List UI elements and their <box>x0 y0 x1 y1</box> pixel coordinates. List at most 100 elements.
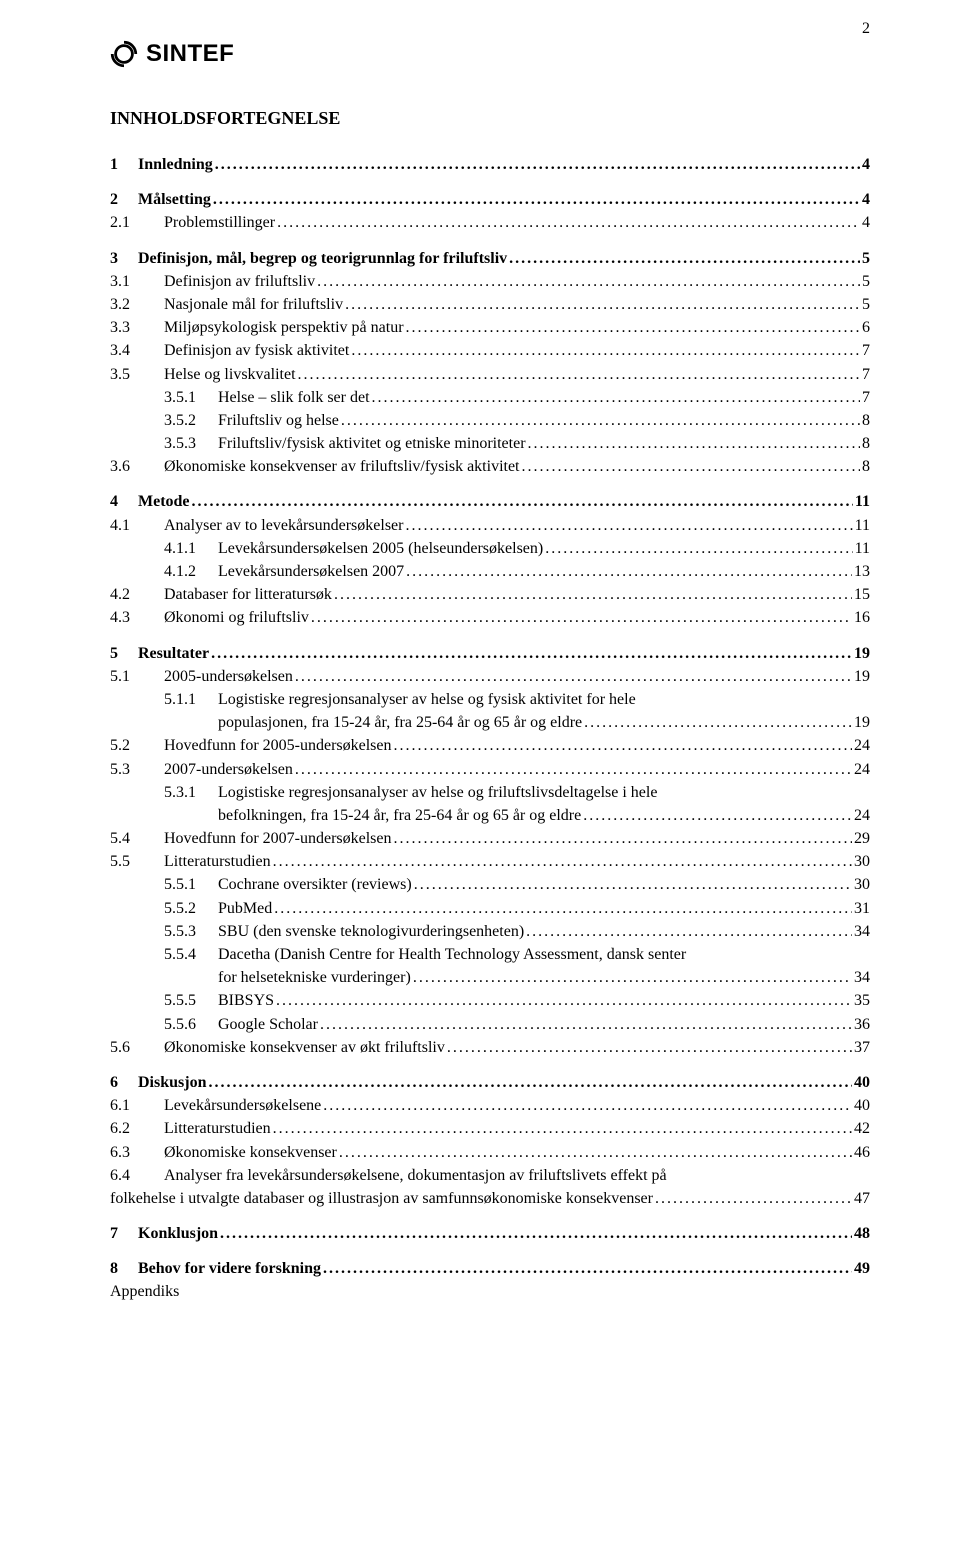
toc-entry-label: Levekårsundersøkelsen 2005 (helseundersø… <box>218 537 543 560</box>
toc-title: INNHOLDSFORTEGNELSE <box>110 108 870 129</box>
toc-leader: ........................................… <box>524 920 852 943</box>
toc-entry-number: 4.1 <box>110 514 164 537</box>
toc-leader: ........................................… <box>321 1257 852 1280</box>
toc-entry-label: Levekårsundersøkelsene <box>164 1094 321 1117</box>
toc-entry-number: 3.2 <box>110 293 164 316</box>
toc-leader: ........................................… <box>653 1187 852 1210</box>
toc-entry-page: 13 <box>852 560 870 583</box>
toc-entry-label: 2007-undersøkelsen <box>164 758 293 781</box>
toc-entry: 5.5.2PubMed.............................… <box>164 897 870 920</box>
toc-entry-label: Logistiske regresjonsanalyser av helse o… <box>218 781 657 804</box>
toc-entry-page: 30 <box>852 873 870 896</box>
toc-entry-number: 5.2 <box>110 734 164 757</box>
toc-entry-page: 11 <box>853 514 870 537</box>
toc-entry-page: 40 <box>852 1071 870 1094</box>
toc-entry: 5.5.4Dacetha (Danish Centre for Health T… <box>164 943 870 966</box>
toc-entry: 8Behov for videre forskning.............… <box>110 1257 870 1280</box>
toc-entry-page: 11 <box>853 490 870 513</box>
toc-entry: 3.1Definisjon av friluftsliv............… <box>110 270 870 293</box>
toc-entry-label: Diskusjon <box>138 1071 206 1094</box>
toc-leader: ........................................… <box>272 897 852 920</box>
toc-entry-page: 16 <box>852 606 870 629</box>
toc-entry-label: Resultater <box>138 642 209 665</box>
toc-entry-number: 5.1 <box>110 665 164 688</box>
toc-entry: 5.32007-undersøkelsen...................… <box>110 758 870 781</box>
toc-entry-number: 6.4 <box>110 1164 164 1187</box>
page: 2 SINTEF INNHOLDSFORTEGNELSE 1Innledning… <box>0 0 960 1364</box>
toc-entry-page: 34 <box>852 920 870 943</box>
toc-entry-page: 4 <box>860 188 870 211</box>
toc-entry-label: Definisjon, mål, begrep og teorigrunnlag… <box>138 247 507 270</box>
toc-leader: ........................................… <box>582 711 852 734</box>
toc-entry-label: Økonomiske konsekvenser <box>164 1141 337 1164</box>
toc-entry-number: 5.5 <box>110 850 164 873</box>
toc-entry-number: 5.3 <box>110 758 164 781</box>
toc-leader: ........................................… <box>403 514 852 537</box>
toc-entry-label: Målsetting <box>138 188 211 211</box>
toc-leader: ........................................… <box>321 1094 852 1117</box>
toc-entry: 5.5.6Google Scholar.....................… <box>164 1013 870 1036</box>
toc-leader: ........................................… <box>296 363 860 386</box>
toc-entry-page: 31 <box>852 897 870 920</box>
toc-entry: 5Resultater.............................… <box>110 642 870 665</box>
toc-entry-number: 6.2 <box>110 1117 164 1140</box>
page-number: 2 <box>862 20 870 38</box>
toc-entry-page: 34 <box>852 966 870 989</box>
toc-entry-label: Problemstillinger <box>164 211 275 234</box>
toc-entry-page: 7 <box>860 386 870 409</box>
toc-entry-page: 48 <box>852 1222 870 1245</box>
toc-entry-label: folkehelse i utvalgte databaser og illus… <box>110 1187 653 1210</box>
toc-entry-label: Google Scholar <box>218 1013 318 1036</box>
toc-entry: 2.1Problemstillinger....................… <box>110 211 870 234</box>
toc-entry-page: 24 <box>852 734 870 757</box>
toc-leader: ........................................… <box>445 1036 852 1059</box>
table-of-contents: 1Innledning.............................… <box>110 153 870 1280</box>
toc-entry-label: PubMed <box>218 897 272 920</box>
toc-entry-page: 8 <box>860 432 870 455</box>
toc-entry: 5.6Økonomiske konsekvenser av økt friluf… <box>110 1036 870 1059</box>
toc-entry-label: 2005-undersøkelsen <box>164 665 293 688</box>
toc-leader: ........................................… <box>520 455 861 478</box>
toc-entry-page: 35 <box>852 989 870 1012</box>
toc-leader: ........................................… <box>190 490 853 513</box>
toc-leader: ........................................… <box>318 1013 852 1036</box>
toc-entry: 4Metode.................................… <box>110 490 870 513</box>
toc-entry-number: 6.1 <box>110 1094 164 1117</box>
toc-entry: 6.1Levekårsundersøkelsene...............… <box>110 1094 870 1117</box>
toc-entry-label: Helse og livskvalitet <box>164 363 296 386</box>
toc-leader: ........................................… <box>581 804 852 827</box>
logo: SINTEF <box>110 40 870 68</box>
toc-entry-number: 6.3 <box>110 1141 164 1164</box>
toc-entry: 3.2Nasjonale mål for friluftsliv........… <box>110 293 870 316</box>
toc-leader: ........................................… <box>209 642 852 665</box>
toc-leader: ........................................… <box>211 188 860 211</box>
toc-leader: ........................................… <box>271 1117 852 1140</box>
toc-entry-number: 4 <box>110 490 138 513</box>
toc-entry-label: Dacetha (Danish Centre for Health Techno… <box>218 943 686 966</box>
toc-entry: 1Innledning.............................… <box>110 153 870 176</box>
toc-entry: 5.5.3SBU (den svenske teknologivurdering… <box>164 920 870 943</box>
toc-entry: 3.4Definisjon av fysisk aktivitet.......… <box>110 339 870 362</box>
toc-entry-number: 3.4 <box>110 339 164 362</box>
toc-entry: 6Diskusjon..............................… <box>110 1071 870 1094</box>
toc-leader: ........................................… <box>412 873 852 896</box>
toc-entry-page: 29 <box>852 827 870 850</box>
toc-entry-label: befolkningen, fra 15-24 år, fra 25-64 år… <box>218 804 581 827</box>
toc-entry-label: BIBSYS <box>218 989 274 1012</box>
toc-entry-page: 24 <box>852 804 870 827</box>
toc-entry-number: 4.3 <box>110 606 164 629</box>
toc-entry-number: 3.5.3 <box>164 432 218 455</box>
toc-entry-page: 8 <box>860 455 870 478</box>
toc-entry-number: 4.1.1 <box>164 537 218 560</box>
toc-entry-continuation: folkehelse i utvalgte databaser og illus… <box>110 1187 870 1210</box>
toc-leader: ........................................… <box>293 665 852 688</box>
toc-entry-page: 8 <box>860 409 870 432</box>
toc-entry-page: 47 <box>852 1187 870 1210</box>
toc-entry: 4.1.2Levekårsundersøkelsen 2007.........… <box>164 560 870 583</box>
toc-entry-number: 1 <box>110 153 138 176</box>
toc-leader: ........................................… <box>507 247 860 270</box>
toc-entry-page: 4 <box>860 211 870 234</box>
toc-entry-page: 5 <box>860 293 870 316</box>
logo-text: SINTEF <box>146 40 234 68</box>
toc-entry-number: 5.1.1 <box>164 688 218 711</box>
